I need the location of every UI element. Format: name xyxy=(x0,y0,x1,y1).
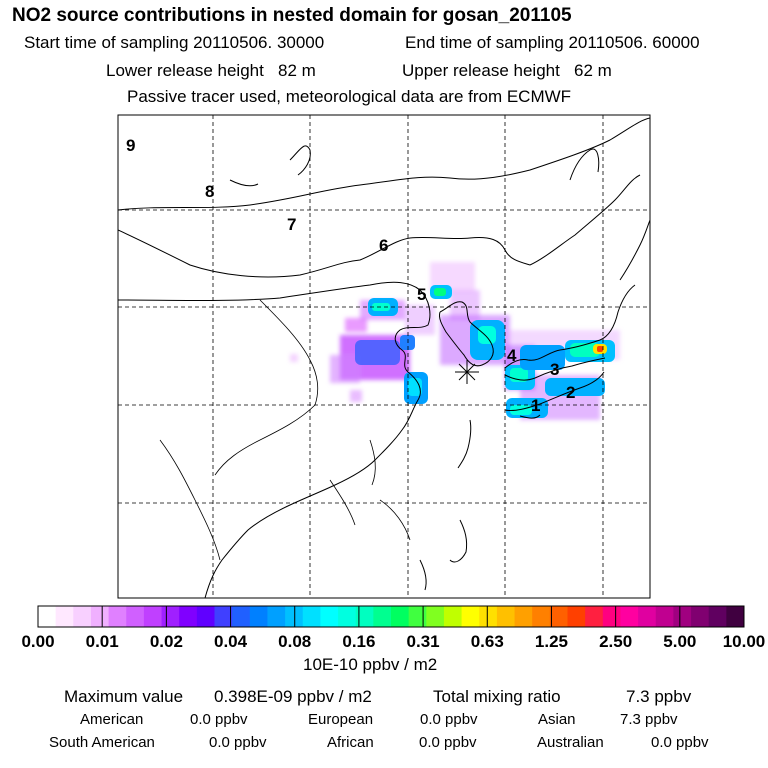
colorbar-tick: 1.25 xyxy=(534,632,568,651)
release-label-5: 5 xyxy=(417,285,427,304)
colorbar-cell xyxy=(214,606,233,627)
colorbar-cell xyxy=(196,606,215,627)
colorbar-tick: 0.31 xyxy=(406,632,440,651)
region-name-european: European xyxy=(308,711,374,728)
map-area xyxy=(118,115,650,598)
colorbar-cell xyxy=(373,606,392,627)
colorbar-cell xyxy=(338,606,357,627)
colorbar-cell xyxy=(90,606,110,627)
colorbar-tick: 0.00 xyxy=(21,632,55,651)
release-label-7: 7 xyxy=(287,215,297,234)
colorbar-cell xyxy=(726,606,745,627)
receptor-asterisk-icon xyxy=(455,360,479,384)
maximum-value: 0.398E-09 ppbv / m2 xyxy=(214,687,372,706)
lower-release-height-label: Lower release height 82 m xyxy=(106,61,316,80)
total-mixing-ratio-value: 7.3 ppbv xyxy=(626,687,692,706)
colorbar-tick: 0.16 xyxy=(342,632,376,651)
colorbar-cell xyxy=(426,606,445,627)
colorbar-tick: 0.08 xyxy=(278,632,312,651)
region-value-african: 0.0 ppbv xyxy=(419,734,477,751)
colorbar-cell xyxy=(602,606,621,627)
colorbar-cell xyxy=(232,606,251,627)
colorbar-tick: 10.00 xyxy=(722,632,766,651)
colorbar-tick: 0.04 xyxy=(213,632,248,651)
colorbar-cell xyxy=(179,606,198,627)
colorbar-cell xyxy=(408,606,427,627)
colorbar xyxy=(38,606,745,627)
region-name-american: American xyxy=(80,711,144,728)
colorbar-cell xyxy=(320,606,339,627)
colorbar-cell xyxy=(567,606,586,627)
colorbar-cell xyxy=(479,606,498,627)
upper-release-height-label: Upper release height 62 m xyxy=(402,61,612,80)
colorbar-tick: 0.63 xyxy=(470,632,504,651)
maximum-value-label: Maximum value xyxy=(64,687,184,706)
colorbar-cell xyxy=(285,606,304,627)
colorbar-cell xyxy=(355,606,374,627)
colorbar-cell xyxy=(267,606,286,627)
release-label-3: 3 xyxy=(550,360,560,379)
region-value-asian: 7.3 ppbv xyxy=(620,711,678,728)
colorbar-cell xyxy=(496,606,516,627)
colorbar-frame xyxy=(37,605,745,628)
region-value-south-american: 0.0 ppbv xyxy=(209,734,267,751)
end-time-label: End time of sampling 20110506. 60000 xyxy=(405,33,700,52)
colorbar-cell xyxy=(443,606,463,627)
total-mixing-ratio-label: Total mixing ratio xyxy=(433,687,561,706)
colorbar-cell xyxy=(638,606,657,627)
meteorology-note: Passive tracer used, meteorological data… xyxy=(127,87,572,106)
colorbar-cell xyxy=(38,606,57,627)
release-label-1: 1 xyxy=(531,396,541,415)
colorbar-cell xyxy=(532,606,551,627)
colorbar-cell xyxy=(55,606,74,627)
graticule xyxy=(118,115,650,598)
colorbar-tick: 5.00 xyxy=(663,632,697,651)
start-time-label: Start time of sampling 20110506. 30000 xyxy=(24,33,325,52)
colorbar-cell xyxy=(655,606,674,627)
country-borders xyxy=(159,299,411,561)
region-name-asian: Asian xyxy=(538,711,576,728)
colorbar-cell xyxy=(708,606,727,627)
region-value-australian: 0.0 ppbv xyxy=(651,734,709,751)
colorbar-cell xyxy=(302,606,321,627)
colorbar-tick: 2.50 xyxy=(599,632,633,651)
colorbar-tick: 0.01 xyxy=(85,632,119,651)
colorbar-cell xyxy=(585,606,604,627)
colorbar-cell xyxy=(143,606,163,627)
colorbar-cell xyxy=(620,606,639,627)
region-value-european: 0.0 ppbv xyxy=(420,711,478,728)
release-label-6: 6 xyxy=(379,236,389,255)
colorbar-cell xyxy=(108,606,127,627)
colorbar-cell xyxy=(391,606,410,627)
colorbar-cell xyxy=(73,606,92,627)
release-label-8: 8 xyxy=(205,182,215,201)
region-name-african: African xyxy=(327,734,374,751)
colorbar-tick: 0.02 xyxy=(149,632,183,651)
colorbar-cell xyxy=(249,606,268,627)
colorbar-unit: 10E-10 ppbv / m2 xyxy=(303,655,438,674)
colorbar-cell xyxy=(161,606,180,627)
colorbar-cell xyxy=(549,606,568,627)
region-name-south-american: South American xyxy=(49,734,155,751)
colorbar-cell xyxy=(673,606,692,627)
region-value-american: 0.0 ppbv xyxy=(190,711,248,728)
map-frame xyxy=(117,114,651,599)
release-label-4: 4 xyxy=(507,346,517,365)
colorbar-cell xyxy=(461,606,480,627)
colorbar-dividers xyxy=(101,606,681,627)
colorbar-cell xyxy=(126,606,145,627)
coastlines xyxy=(118,117,650,598)
colorbar-cell xyxy=(691,606,710,627)
release-label-2: 2 xyxy=(566,383,576,402)
region-name-australian: Australian xyxy=(537,734,604,751)
map-title: NO2 source contributions in nested domai… xyxy=(12,5,572,26)
release-label-9: 9 xyxy=(126,136,136,155)
colorbar-cell xyxy=(514,606,533,627)
